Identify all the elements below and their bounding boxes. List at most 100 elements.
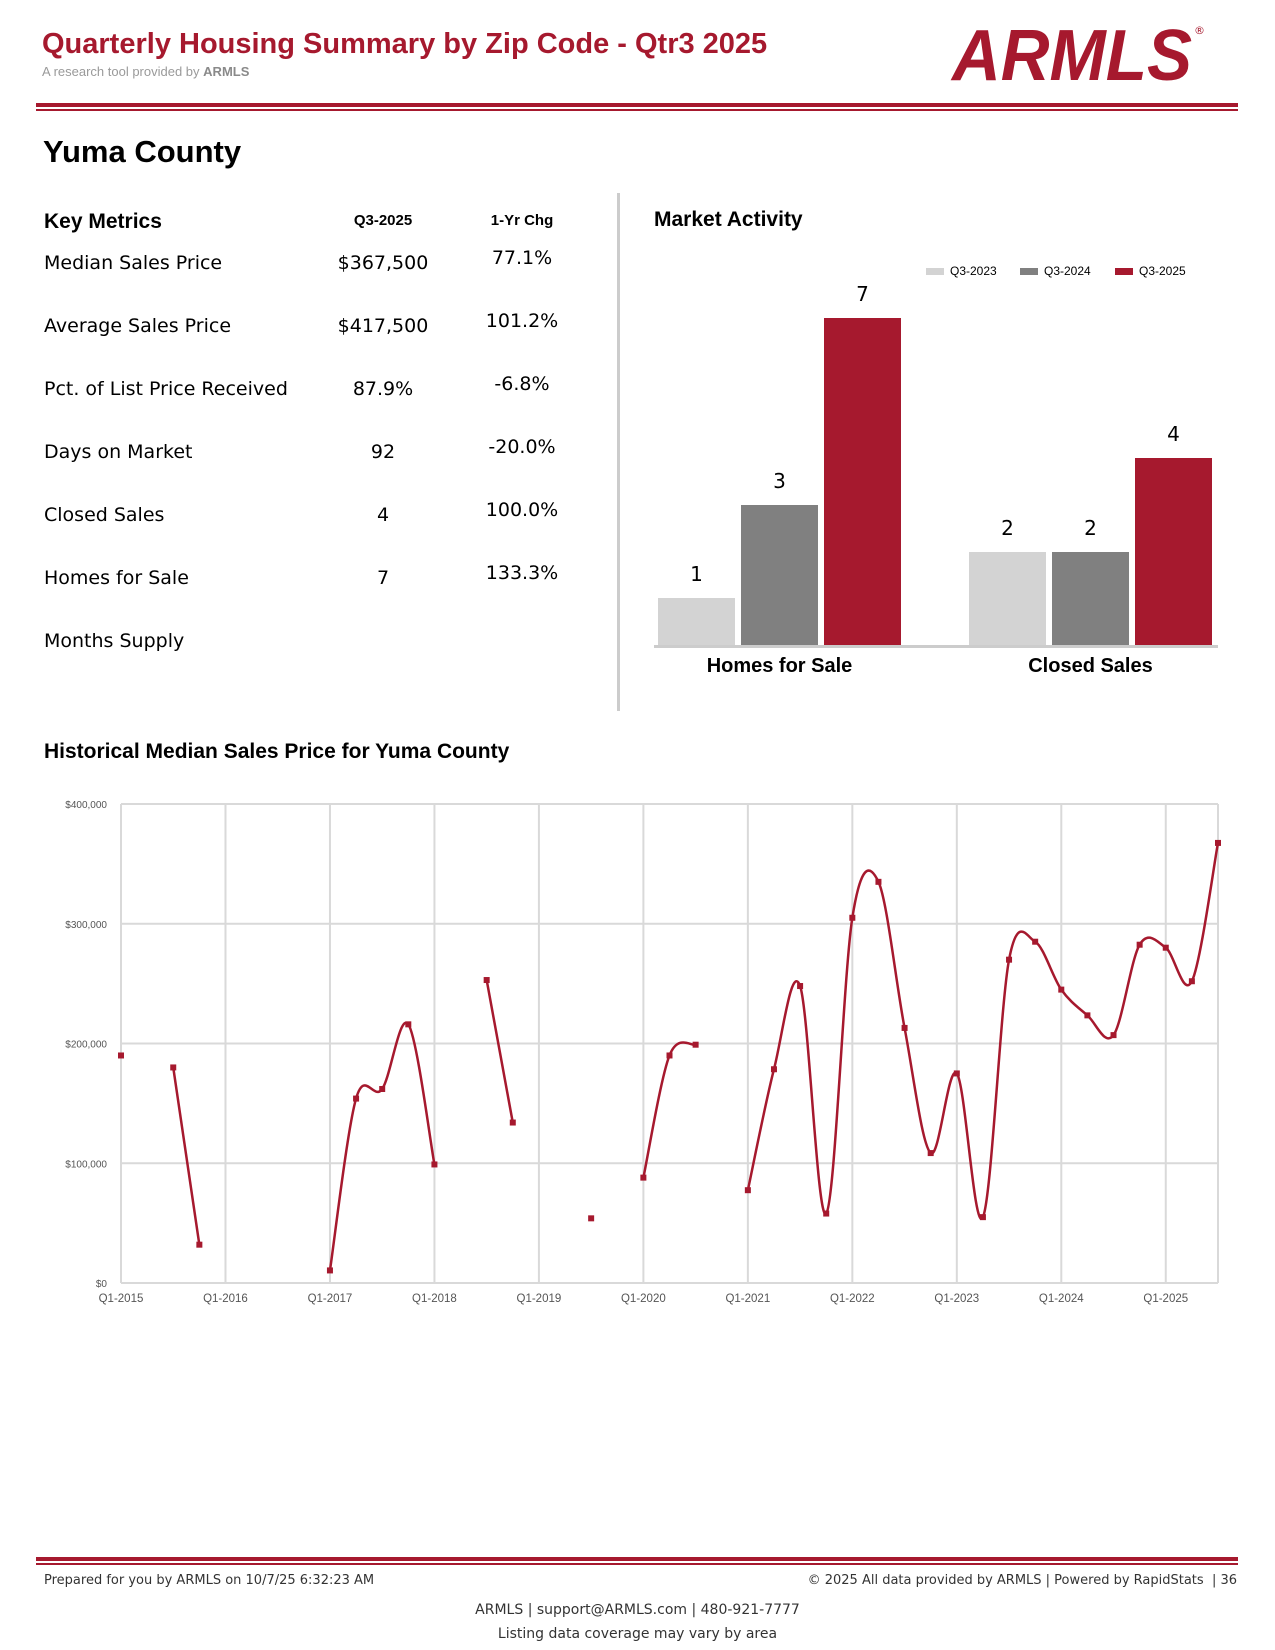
historical-median-price-chart: $0 $100,000 $200,000 $300,000 $400,000 Q1-201… (65, 800, 1221, 1305)
x-tick-label: Q1-2018 (412, 1293, 457, 1305)
bar (1052, 551, 1129, 645)
metric-label: Pct. of List Price Received (44, 378, 288, 400)
data-point (118, 1052, 124, 1059)
bar (741, 504, 818, 645)
legend-item: Q3-2024 (1020, 264, 1091, 278)
metric-change: 100.0% (485, 499, 559, 521)
bar-value-label: 1 (690, 562, 703, 587)
data-point (170, 1064, 177, 1071)
metric-label: Days on Market (44, 441, 193, 463)
market-activity-chart: Q3-2023 Q3-2024 Q3-2025 1 3 7 Homes for Sal… (0, 0, 1275, 700)
data-point (353, 1095, 360, 1102)
data-point (953, 1070, 960, 1077)
report-subtitle: A research tool provided by ARMLS (42, 64, 249, 79)
metric-label: Median Sales Price (44, 252, 223, 274)
data-point (640, 1174, 647, 1181)
metric-label: Homes for Sale (44, 567, 189, 589)
data-point (1215, 839, 1221, 846)
data-point (1006, 956, 1013, 963)
y-tick-label: $100,000 (65, 1159, 107, 1170)
y-tick-label: $300,000 (65, 920, 107, 931)
data-point (901, 1024, 908, 1031)
data-point (875, 878, 882, 885)
metric-change: 77.1% (491, 247, 553, 269)
metric-value: 4 (376, 504, 390, 526)
data-point (666, 1052, 673, 1059)
bar-value-label: 2 (1084, 515, 1097, 540)
data-point (196, 1241, 203, 1248)
col-header-current: Q3-2025 (353, 212, 413, 229)
footer-rule (36, 1557, 1238, 1561)
col-header-change: 1-Yr Chg (490, 212, 554, 229)
svg-text:®: ® (1194, 24, 1205, 37)
category-label: Homes for Sale (706, 655, 853, 677)
legend-swatch (1115, 267, 1133, 275)
data-point (744, 1187, 751, 1194)
armls-logo: ARMLS ® (950, 20, 1205, 86)
report-title: Quarterly Housing Summary by Zip Code - … (42, 28, 768, 60)
x-tick-label: Q1-2022 (830, 1293, 875, 1305)
data-point (1110, 1032, 1117, 1039)
y-tick-label: $0 (96, 1279, 108, 1290)
data-point (1136, 941, 1143, 948)
contact-info: ARMLS | support@ARMLS.com | 480-921-7777 (475, 1602, 800, 1618)
data-point (483, 977, 490, 984)
legend-swatch (1020, 267, 1038, 275)
data-point (692, 1041, 699, 1048)
legend-item: Q3-2023 (926, 264, 997, 278)
metric-value: 7 (376, 567, 390, 589)
x-tick-label: Q1-2016 (203, 1293, 248, 1305)
section-divider (617, 193, 620, 711)
historical-chart-title: Historical Median Sales Price for Yuma C… (44, 740, 510, 763)
metric-change: 133.3% (485, 562, 559, 584)
data-point (379, 1086, 386, 1093)
data-point (797, 983, 804, 990)
bar-value-label: 2 (1001, 515, 1014, 540)
footer-rule-thin (36, 1563, 1238, 1565)
price-line (485, 979, 515, 1123)
data-point (1188, 978, 1195, 985)
data-point (770, 1066, 777, 1073)
data-point (849, 914, 856, 921)
data-point (588, 1215, 595, 1222)
metric-value: 92 (370, 441, 396, 463)
price-line (642, 1041, 697, 1178)
legend-label: Q3-2025 (1139, 264, 1186, 278)
prepared-by: Prepared for you by ARMLS on 10/7/25 6:3… (44, 1573, 375, 1588)
data-point (823, 1210, 830, 1217)
metric-value: $367,500 (337, 252, 429, 274)
bar (658, 598, 735, 645)
x-tick-label: Q1-2017 (308, 1293, 353, 1305)
data-point (979, 1214, 986, 1221)
logo-text: ARMLS (950, 20, 1192, 86)
key-metrics-heading: Key Metrics (44, 210, 162, 233)
bar-value-label: 7 (856, 282, 869, 306)
area-title: Yuma County (43, 134, 242, 169)
data-point (405, 1021, 412, 1028)
y-tick-label: $200,000 (65, 1040, 107, 1051)
price-line (328, 1021, 436, 1271)
data-point (1084, 1012, 1091, 1019)
category-label: Closed Sales (1028, 655, 1153, 677)
metric-change: -20.0% (488, 436, 556, 458)
metric-change: 101.2% (485, 310, 559, 332)
metric-change: -6.8% (494, 373, 550, 395)
data-point (1162, 944, 1169, 951)
metric-value: $417,500 (337, 315, 429, 337)
coverage-note: Listing data coverage may vary by area (497, 1626, 778, 1642)
data-point (509, 1119, 516, 1126)
subtitle-text: A research tool provided by (42, 64, 200, 79)
x-tick-label: Q1-2023 (934, 1293, 979, 1305)
data-point (1058, 986, 1065, 993)
bar (824, 318, 901, 645)
metric-value: 87.9% (352, 378, 414, 400)
legend-item: Q3-2025 (1115, 264, 1186, 278)
legend-label: Q3-2024 (1044, 264, 1091, 278)
data-point (927, 1150, 934, 1157)
bar-value-label: 4 (1167, 422, 1180, 447)
x-tick-label: Q1-2024 (1039, 1293, 1084, 1305)
metric-label: Months Supply (44, 630, 185, 652)
x-tick-label: Q1-2015 (99, 1293, 144, 1305)
copyright: © 2025 All data provided by ARMLS | Powe… (807, 1573, 1237, 1588)
legend-swatch (926, 267, 944, 275)
